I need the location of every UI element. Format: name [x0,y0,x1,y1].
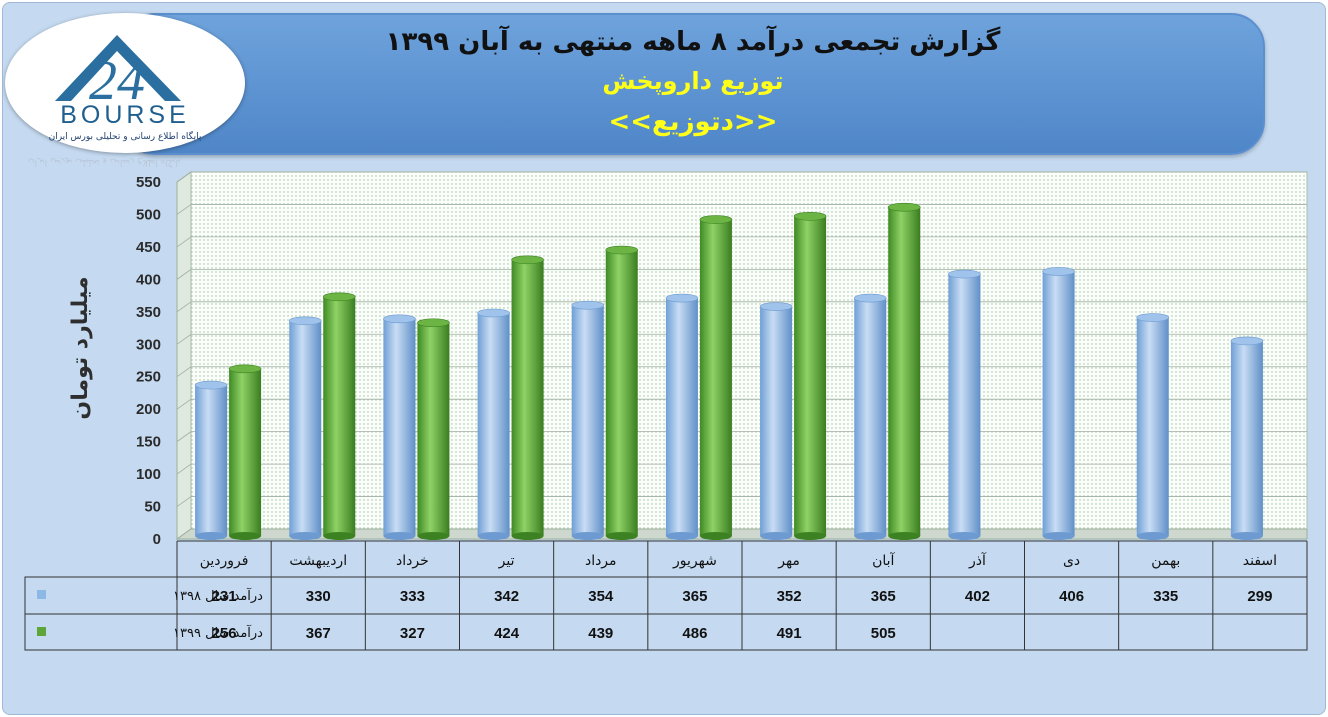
logo-tagline: پایگاه اطلاع رسانی و تحلیلی بورس ایران [49,130,202,142]
data-label: 342 [494,588,519,605]
y-tick-label: 300 [136,336,161,353]
data-label: 365 [871,588,896,605]
legend-1399: درآمد سال ۱۳۹۹ [37,624,263,641]
x-tick-label: آبان [872,552,895,569]
data-label: 256 [212,625,237,642]
bar-1398-6 [759,302,793,540]
data-label: 299 [1247,588,1272,605]
legend-label: درآمد سال ۱۳۹۹ [173,624,263,641]
gridline [176,301,192,313]
bar-1399-7 [887,202,921,540]
logo-reflection: پایگاه اطلاع رسانی و تحلیلی بورس ایران [28,157,181,167]
data-label: 402 [965,588,990,605]
y-tick-label: 400 [136,271,161,288]
gridline [176,366,192,378]
bar-1399-3 [511,255,544,540]
gridline [176,204,192,215]
x-tick-label: اسفند [1243,553,1277,569]
data-label: 486 [682,625,707,642]
ticker-symbol: <<دتوزیع>> [608,107,778,137]
logo-numerals: 24 [89,50,145,112]
logo-wordmark: BOURSE [60,101,190,129]
data-label: 505 [871,625,896,642]
x-tick-label: آذر [968,552,987,569]
bars [194,202,1264,540]
gridline [176,431,192,442]
data-label: 330 [306,588,331,605]
y-tick-label: 0 [153,531,161,548]
data-label: 406 [1059,588,1084,605]
bar-1398-5 [665,293,699,540]
data-label: 327 [400,625,425,642]
y-axis-label: میلیارد تومان [68,276,93,419]
y-axis-ticks: 0 50 100 150 200 250 300 350 400 450 500 550 [136,174,161,548]
company-name: توزیع داروپخش [602,67,784,95]
y-tick-label: 450 [136,239,161,256]
bar-1399-5 [699,215,733,540]
x-tick-label: بهمن [1151,553,1180,569]
y-tick-label: 50 [144,499,161,516]
gridline [176,333,192,345]
gridline [176,463,192,475]
gridlines [176,171,1307,507]
bourse24-logo: 24 BOURSE پایگاه اطلاع رسانی و تحلیلی بو… [5,13,245,153]
bar-1398-4 [571,300,605,540]
bar-1399-4 [605,245,639,540]
plot-area [175,171,1308,540]
x-tick-label: دی [1063,553,1080,569]
x-tick-label: مرداد [585,553,617,569]
bar-1399-2 [417,318,450,540]
x-tick-label: فروردین [200,553,249,569]
bar-1398-8 [948,269,981,540]
legend-label: درآمد سال ۱۳۹۸ [173,587,263,604]
data-label: 424 [494,625,520,642]
data-label: 335 [1153,588,1178,605]
data-label: 491 [777,625,802,642]
data-label: 354 [588,588,614,605]
y-tick-label: 250 [136,369,161,386]
y-tick-label: 350 [136,304,161,321]
x-tick-label: مهر [777,553,800,569]
y-tick-label: 500 [136,206,161,223]
legend-1398: درآمد سال ۱۳۹۸ [37,587,263,604]
bar-1398-10 [1136,313,1170,540]
bar-1398-7 [853,293,887,540]
data-label: 231 [212,588,237,605]
bar-1399-6 [793,211,827,540]
bar-1398-0 [194,380,228,540]
gridline [176,496,192,507]
data-label: 439 [588,625,613,642]
data-label: 365 [682,588,707,605]
gridline [176,269,192,280]
y-tick-label: 100 [136,466,161,483]
y-tick-label: 550 [136,174,161,191]
gridline [176,171,192,183]
y-tick-label: 150 [136,434,161,451]
bar-1398-11 [1230,336,1264,540]
bar-1398-3 [477,308,510,540]
gridline [176,236,192,248]
bar-1398-1 [288,316,322,540]
x-tick-label: شهریور [672,553,717,569]
data-label: 352 [777,588,802,605]
x-tick-label: اردیبهشت [289,553,347,569]
bar-1399-1 [322,292,356,540]
bar-1398-2 [383,314,416,540]
report-title: گزارش تجمعی درآمد ۸ ماهه منتهی به آبان ۱… [385,27,1001,57]
x-tick-label: تیر [498,553,515,569]
data-table: فروردین اردیبهشت خرداد تیر مرداد شهریور مهر آبا… [24,540,1308,651]
bar-chart: 0 50 100 150 200 250 300 350 400 450 500 550 فروردی… [24,171,1308,651]
x-tick-label: خرداد [396,553,429,569]
logo-mark-icon: 24 BOURSE پایگاه اطلاع رسانی و تحلیلی بو… [49,35,202,142]
bar-1399-0 [228,364,262,540]
title-banner: گزارش تجمعی درآمد ۸ ماهه منتهی به آبان ۱… [121,13,1265,155]
y-tick-label: 200 [136,401,161,418]
data-label: 367 [306,625,331,642]
gridline [176,398,192,410]
bar-1398-9 [1042,267,1075,540]
data-label: 333 [400,588,425,605]
